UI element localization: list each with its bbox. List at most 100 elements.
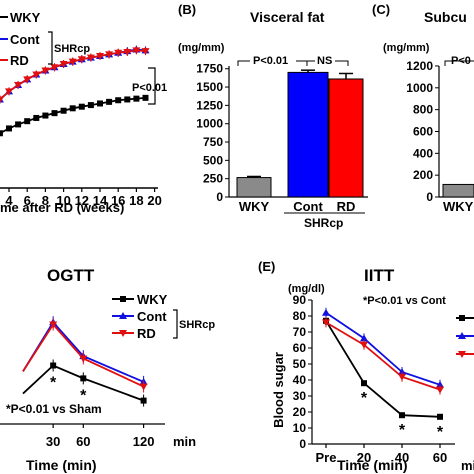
iitt-y-tick-label: 40 bbox=[293, 373, 307, 387]
panel-b-y-tick-label: 1000 bbox=[196, 117, 223, 131]
iitt-point-rd bbox=[360, 341, 368, 349]
iitt-xlabel: Time (min) bbox=[337, 457, 408, 473]
iitt-point-wky bbox=[399, 412, 405, 419]
panel-b-y-tick-label: 1500 bbox=[196, 80, 223, 94]
panel-a-point-rd bbox=[114, 49, 123, 57]
panel-a-point-wky bbox=[97, 100, 103, 107]
ogtt-legend-label-wky: WKY bbox=[137, 292, 168, 307]
ogtt-xlabel: Time (min) bbox=[26, 457, 97, 473]
panel-c-y-tick-label: 200 bbox=[413, 168, 433, 182]
panel-c-title: Subcu bbox=[424, 9, 467, 25]
panel-a-x-tick-label: 8 bbox=[42, 193, 49, 208]
ogtt-point-rd bbox=[49, 321, 58, 329]
panel-b-title: Visceral fat bbox=[250, 9, 325, 25]
panel-e: (E) IITT (mg/dl) *P<0.01 vs Cont Blood s… bbox=[258, 259, 474, 473]
panel-c-sig-label: P<0 bbox=[451, 55, 471, 67]
ogtt-x-tick-label: 30 bbox=[46, 434, 60, 449]
iitt-y-tick-label: 50 bbox=[293, 357, 307, 371]
iitt-point-cont bbox=[360, 334, 368, 342]
ogtt-x-tick-label: 120 bbox=[133, 434, 155, 449]
panel-a-point-rd bbox=[105, 51, 114, 59]
panel-e-title: IITT bbox=[364, 266, 395, 285]
panel-b-group: SHRcp bbox=[304, 216, 343, 230]
iitt-y-tick-label: 30 bbox=[293, 389, 307, 403]
panel-c-y-tick-label: 0 bbox=[426, 190, 433, 204]
bar-cont bbox=[287, 71, 329, 198]
panel-a-point-rd bbox=[41, 67, 50, 75]
panel-a-x-tick-label: 14 bbox=[93, 193, 108, 208]
panel-c-y-tick-label: 400 bbox=[413, 146, 433, 160]
panel-a-point-wky bbox=[42, 112, 49, 119]
iitt-point-cont bbox=[436, 380, 444, 388]
panel-e-ylabel: Blood sugar bbox=[271, 352, 286, 428]
legend-label-wky: WKY bbox=[10, 10, 41, 25]
ogtt-significance-star: * bbox=[50, 375, 57, 392]
iitt-point-cont bbox=[398, 368, 406, 375]
iitt-point-rd bbox=[436, 386, 444, 394]
iitt-point-rd bbox=[322, 319, 330, 327]
p-bracket bbox=[148, 67, 156, 105]
panel-c-y-tick-label: 1200 bbox=[406, 59, 433, 73]
legend-bracket bbox=[48, 31, 53, 65]
iitt-y-tick-label: 20 bbox=[293, 405, 307, 419]
iitt-x-unit: min bbox=[461, 458, 474, 473]
panel-a-point-wky bbox=[6, 125, 12, 132]
panel-a-point-rd bbox=[86, 54, 95, 62]
iitt-legend-marker-rd bbox=[458, 351, 466, 358]
panel-a-point-wky bbox=[106, 98, 113, 105]
panel-c-bar-label-wky: WKY bbox=[443, 199, 474, 214]
sig-bg-ns bbox=[315, 53, 335, 67]
ogtt-x-tick-label: 60 bbox=[76, 434, 90, 449]
panel-a-series-wky bbox=[0, 96, 146, 135]
panel-a-point-wky bbox=[69, 105, 76, 112]
ogtt-group-label: SHRcp bbox=[179, 319, 215, 331]
panel-d-title: OGTT bbox=[47, 266, 95, 285]
panel-a-xlabel: me after RD (weeks) bbox=[0, 200, 124, 215]
sig-label-ns: NS bbox=[317, 55, 332, 67]
iitt-significance-star: * bbox=[399, 422, 406, 439]
panel-a-point-wky bbox=[51, 110, 58, 117]
iitt-significance-star: * bbox=[437, 424, 444, 441]
panel-a-point-rd bbox=[0, 96, 4, 104]
iitt-y-tick-label: 90 bbox=[293, 293, 307, 307]
p-annotation: P<0.01 bbox=[132, 82, 167, 94]
iitt-y-tick-label: 70 bbox=[293, 325, 307, 339]
ogtt-point-wky bbox=[140, 397, 147, 404]
iitt-series-cont bbox=[325, 312, 441, 386]
panel-a-point-rd bbox=[59, 61, 68, 69]
iitt-point-wky bbox=[361, 380, 367, 387]
ogtt-legend-label-rd: RD bbox=[137, 326, 156, 341]
iitt-x-tick-label: 60 bbox=[433, 450, 447, 465]
panel-b-y-tick-label: 250 bbox=[203, 172, 223, 186]
panel-b-y-tick-label: 1250 bbox=[196, 98, 223, 112]
panel-a-point-rd bbox=[5, 88, 13, 96]
panel-a-x-tick-label: 12 bbox=[75, 193, 89, 208]
panel-c-sig-bracket bbox=[444, 60, 474, 66]
panel-a-point-wky bbox=[78, 103, 85, 110]
ogtt-legend-marker-wky bbox=[120, 296, 126, 302]
ogtt-legend-marker-rd bbox=[119, 330, 127, 337]
panel-a-point-rd bbox=[32, 71, 41, 79]
panel-b-y-tick-label: 750 bbox=[203, 135, 223, 149]
panel-d: OGTT 30 60 120 * * WKY Cont RD SHRcp *P<0.0… bbox=[0, 266, 215, 473]
panel-c-bar-wky bbox=[442, 183, 474, 198]
panel-a-x-tick-label: 10 bbox=[56, 193, 70, 208]
bar-wky bbox=[236, 177, 272, 198]
panel-a-point-wky bbox=[142, 94, 149, 101]
iitt-series-rd bbox=[325, 321, 441, 391]
legend-label-cont: Cont bbox=[10, 32, 40, 47]
panel-a-point-wky bbox=[115, 97, 122, 104]
panel-a-x-tick-label: 18 bbox=[129, 193, 143, 208]
panel-b-ylabel: (mg/mm) bbox=[178, 42, 225, 54]
bar-label-cont: Cont bbox=[293, 199, 323, 214]
ogtt-significance-star: * bbox=[80, 387, 87, 404]
ogtt-legend-label-cont: Cont bbox=[137, 309, 167, 324]
panel-a-point-wky bbox=[15, 121, 22, 128]
panel-a-x-tick-label: 16 bbox=[111, 193, 125, 208]
ogtt-legend-bracket bbox=[173, 309, 178, 339]
iitt-series-wky bbox=[325, 320, 441, 418]
panel-a: 4 6 8 10 12 14 16 18 20 WKY Cont RD SHRcp P<0.01… bbox=[0, 10, 167, 215]
panel-e-yunit: (mg/dl) bbox=[288, 283, 325, 295]
iitt-x-tick-label: Pre bbox=[316, 450, 337, 465]
iitt-y-tick-label: 10 bbox=[293, 421, 307, 435]
